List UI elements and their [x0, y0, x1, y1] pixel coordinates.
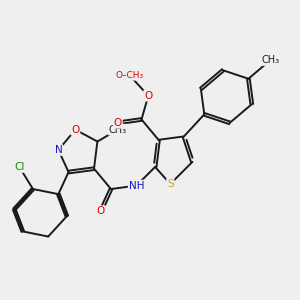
Text: N: N	[55, 145, 62, 155]
Text: CH₃: CH₃	[261, 55, 280, 65]
Text: O: O	[97, 206, 105, 216]
Text: O: O	[71, 124, 80, 135]
Text: O: O	[114, 118, 122, 128]
Text: CH₃: CH₃	[109, 124, 127, 135]
Text: Cl: Cl	[14, 162, 25, 172]
Text: S: S	[167, 179, 174, 189]
Text: NH: NH	[129, 181, 144, 190]
Text: O–CH₃: O–CH₃	[116, 71, 144, 80]
Text: O: O	[144, 91, 152, 101]
